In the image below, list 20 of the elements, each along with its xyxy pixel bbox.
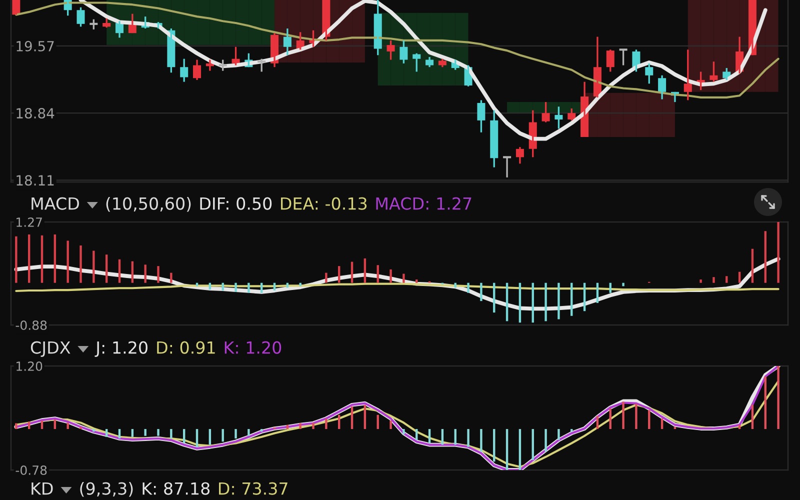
chart-subtitle: (10,50,60) bbox=[106, 196, 191, 212]
text: D: 73.37 bbox=[219, 482, 288, 495]
text: J: 1.20 bbox=[94, 341, 148, 357]
y-tick-label: 1.20 bbox=[16, 361, 42, 371]
y-tick-label: 18.84 bbox=[16, 108, 54, 119]
chart-title: MACD bbox=[32, 197, 79, 210]
chart-title: CJDX bbox=[30, 341, 70, 357]
y-tick-label: -0.78 bbox=[16, 465, 47, 475]
text: DIF: 0.50 bbox=[200, 197, 272, 210]
y-tick-label: -0.88 bbox=[16, 320, 47, 330]
text: (9,3,3) bbox=[80, 482, 133, 497]
text: MACD: 1.27 bbox=[376, 197, 472, 210]
text: K: 1.20 bbox=[224, 341, 282, 354]
text: K: 87.18 bbox=[142, 482, 210, 495]
y-tick-label: 18.11 bbox=[16, 175, 54, 186]
text: DEA: -0.13 bbox=[281, 197, 367, 210]
text: KD bbox=[32, 482, 53, 495]
text: D: 0.91 bbox=[157, 341, 215, 354]
y-tick-label: 19.57 bbox=[16, 40, 54, 52]
y-tick-label: 1.27 bbox=[16, 217, 42, 227]
